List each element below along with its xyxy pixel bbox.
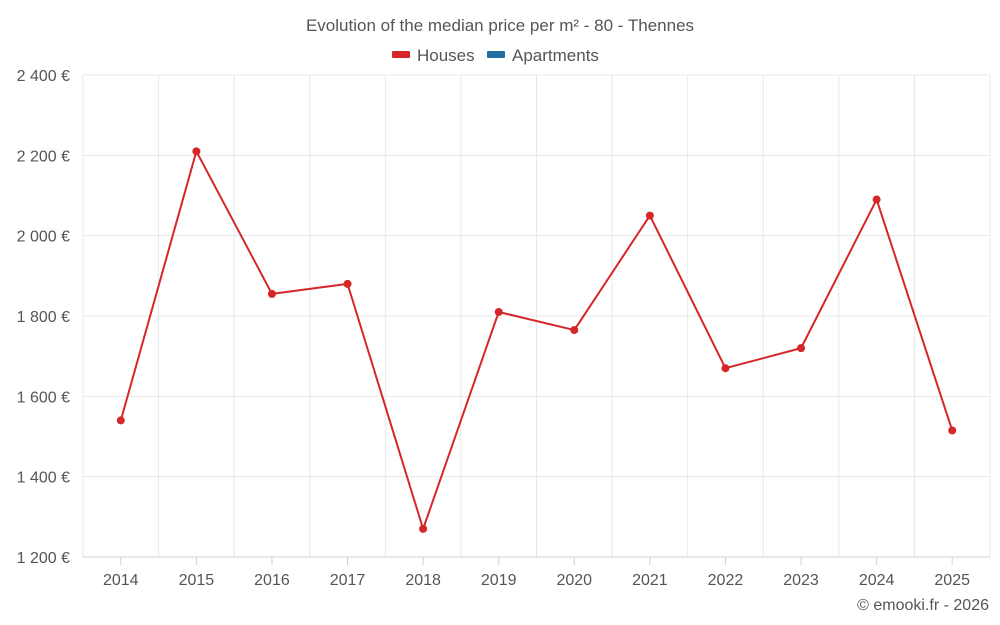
y-tick-label: 1 400 € — [17, 470, 70, 487]
x-tick-label: 2015 — [179, 572, 215, 589]
data-point-houses[interactable] — [872, 195, 881, 204]
y-tick-label: 1 600 € — [17, 389, 70, 406]
x-tick-label: 2017 — [330, 572, 366, 589]
x-tick-label: 2018 — [405, 572, 441, 589]
series-layer — [116, 147, 957, 533]
legend-swatch-apartments — [487, 51, 505, 58]
x-tick-label: 2025 — [934, 572, 970, 589]
y-tick-label: 2 200 € — [17, 148, 70, 165]
chart-title: Evolution of the median price per m² - 8… — [306, 16, 694, 35]
data-point-houses[interactable] — [267, 289, 276, 298]
x-tick-label: 2019 — [481, 572, 517, 589]
data-point-houses[interactable] — [948, 426, 957, 435]
grid-layer — [82, 74, 991, 558]
data-point-houses[interactable] — [116, 416, 125, 425]
legend-label-apartments[interactable]: Apartments — [512, 46, 599, 65]
legend-item-apartments[interactable]: Apartments — [487, 46, 599, 65]
x-tick-label: 2016 — [254, 572, 290, 589]
data-point-houses[interactable] — [721, 364, 730, 373]
legend-item-houses[interactable]: Houses — [392, 46, 475, 65]
legend-label-houses[interactable]: Houses — [417, 46, 475, 65]
data-point-houses[interactable] — [797, 344, 806, 353]
data-point-houses[interactable] — [192, 147, 201, 156]
y-tick-label: 2 400 € — [17, 68, 70, 85]
y-tick-label: 2 000 € — [17, 229, 70, 246]
data-point-houses[interactable] — [494, 307, 503, 316]
legend[interactable]: Houses Apartments — [392, 46, 599, 65]
x-tick-label: 2014 — [103, 572, 139, 589]
y-tick-label: 1 200 € — [17, 550, 70, 567]
data-point-houses[interactable] — [419, 524, 428, 533]
data-point-houses[interactable] — [570, 326, 579, 335]
data-point-houses[interactable] — [645, 211, 654, 220]
x-tick-label: 2023 — [783, 572, 819, 589]
y-tick-label: 1 800 € — [17, 309, 70, 326]
x-tick-label: 2024 — [859, 572, 895, 589]
data-point-houses[interactable] — [343, 279, 352, 288]
x-tick-label: 2021 — [632, 572, 668, 589]
legend-swatch-houses — [392, 51, 410, 58]
x-tick-label: 2020 — [556, 572, 592, 589]
axis-layer: 1 200 € 1 400 € 1 600 € 1 800 € 2 000 € 2 200… — [17, 68, 970, 589]
x-tick-label: 2022 — [708, 572, 744, 589]
credit-text: © emooki.fr - 2026 — [857, 597, 989, 614]
series-line-houses — [119, 150, 954, 530]
